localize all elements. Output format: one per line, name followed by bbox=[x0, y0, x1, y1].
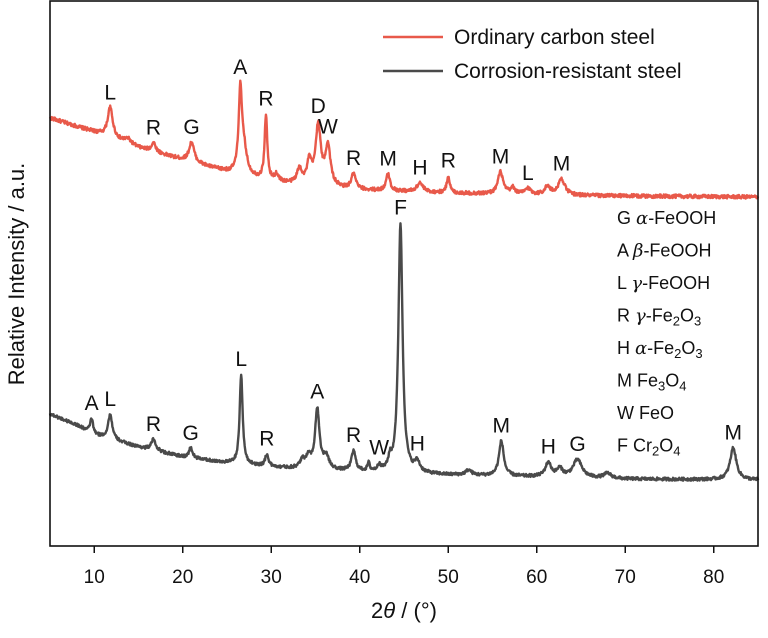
peak-label: G bbox=[183, 116, 199, 139]
peak-label: H bbox=[541, 436, 556, 459]
x-axis-title: 2θ / (°) bbox=[371, 598, 437, 623]
x-tick-label: 80 bbox=[703, 567, 724, 588]
x-axis: 10 20 30 40 50 60 70 80 bbox=[84, 546, 724, 588]
peak-label: M bbox=[492, 146, 510, 169]
phase-key-entry: W FeO bbox=[617, 403, 674, 423]
legend-entry: Ordinary carbon steel bbox=[454, 26, 655, 49]
peak-label: D bbox=[311, 95, 326, 118]
phase-key-entry: G α-FeOOH bbox=[617, 208, 716, 229]
series-line-1 bbox=[48, 79, 760, 200]
peak-label: R bbox=[259, 428, 274, 451]
peak-label: F bbox=[394, 197, 407, 220]
peak-label: W bbox=[369, 436, 389, 459]
legend: Ordinary carbon steel Corrosion-resistant… bbox=[383, 26, 682, 83]
legend-entry: Corrosion-resistant steel bbox=[454, 60, 682, 83]
peak-label: L bbox=[104, 388, 116, 411]
peak-label: M bbox=[553, 153, 571, 176]
peak-label: L bbox=[522, 162, 534, 185]
phase-key-entry: H α-Fe2O3 bbox=[617, 338, 703, 361]
series-line-2 bbox=[48, 222, 760, 482]
peak-label: L bbox=[235, 348, 247, 371]
x-tick-label: 40 bbox=[349, 567, 370, 588]
peak-label: G bbox=[569, 433, 585, 456]
peak-label: M bbox=[724, 422, 742, 445]
peak-label: G bbox=[183, 422, 199, 445]
peak-label: R bbox=[346, 147, 361, 170]
phase-key-entry: L γ-FeOOH bbox=[617, 273, 710, 294]
peak-label: L bbox=[104, 81, 116, 104]
x-tick-label: 70 bbox=[615, 567, 636, 588]
peak-label: R bbox=[346, 424, 361, 447]
phase-key-entry: R γ-Fe2O3 bbox=[617, 306, 701, 329]
plot-frame bbox=[49, 0, 759, 547]
x-tick-label: 60 bbox=[526, 567, 547, 588]
x-tick-label: 10 bbox=[84, 567, 105, 588]
x-tick-label: 20 bbox=[172, 567, 193, 588]
peak-label: H bbox=[412, 157, 427, 180]
peak-label: A bbox=[233, 56, 247, 79]
phase-key-entry: M Fe3O4 bbox=[617, 371, 687, 394]
peak-label: A bbox=[310, 381, 324, 404]
peak-label: M bbox=[379, 147, 397, 170]
y-axis-title: Relative Intensity / a.u. bbox=[4, 163, 29, 386]
phase-key: G α-FeOOH A β-FeOOH L γ-FeOOH R γ-Fe2O3 H α-… bbox=[617, 208, 716, 458]
phase-key-entry: A β-FeOOH bbox=[617, 241, 711, 262]
peak-label: R bbox=[258, 88, 273, 111]
x-tick-label: 50 bbox=[438, 567, 459, 588]
peak-label: W bbox=[318, 115, 338, 138]
peak-label: A bbox=[85, 392, 99, 415]
x-tick-label: 30 bbox=[261, 567, 282, 588]
peak-label: R bbox=[146, 413, 161, 436]
phase-key-entry: F Cr2O4 bbox=[617, 436, 681, 459]
peak-label: H bbox=[410, 432, 425, 455]
peak-label: R bbox=[146, 117, 161, 140]
peak-label: M bbox=[493, 415, 511, 438]
peak-label: R bbox=[441, 150, 456, 173]
